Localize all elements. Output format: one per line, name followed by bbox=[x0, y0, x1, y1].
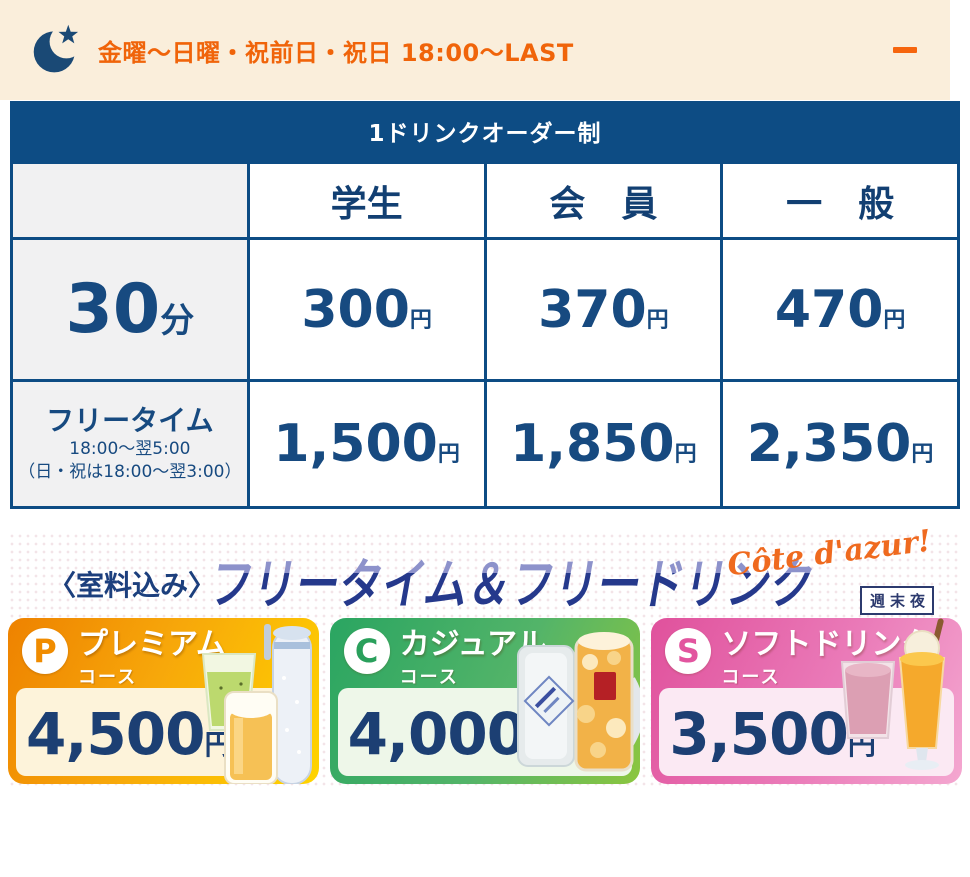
price-amount: 470 bbox=[774, 279, 884, 340]
price-cell: 1,500円 bbox=[246, 379, 487, 509]
moon-star-icon bbox=[30, 20, 86, 80]
column-header-general: 一 般 bbox=[720, 161, 960, 240]
column-header-student: 学生 bbox=[246, 161, 487, 240]
price-unit: 円 bbox=[409, 307, 432, 333]
price-unit: 円 bbox=[204, 728, 233, 761]
plan-banner: 〈室料込み〉 フリータイム＆フリードリンク Côte d'azur! 週末夜 bbox=[8, 524, 962, 618]
casual-card-head: C カジュアル コース bbox=[343, 627, 547, 689]
price-unit: 円 bbox=[847, 728, 876, 761]
price-table: 学生 会 員 一 般 30分 300円 370円 470円 フリータイム 18:… bbox=[10, 161, 960, 509]
price-unit: 円 bbox=[911, 442, 934, 467]
premium-course-name: プレミアム bbox=[78, 627, 226, 662]
freetime-hours: 18:00〜翌5:00 bbox=[69, 438, 191, 459]
price-cell: 1,850円 bbox=[483, 379, 724, 509]
casual-course-label: コース bbox=[399, 667, 459, 688]
softdrink-course-label: コース bbox=[721, 667, 781, 688]
price-unit: 円 bbox=[674, 442, 697, 467]
table-row-freetime: フリータイム 18:00〜翌5:00 （日・祝は18:00〜翌3:00） 1,5… bbox=[10, 379, 960, 509]
course-card-premium: P プレミアム コース 4,500円 bbox=[8, 618, 319, 784]
duration-value: 30 bbox=[65, 270, 161, 349]
price-amount: 2,350 bbox=[746, 414, 912, 474]
price-cell: 300円 bbox=[246, 237, 487, 382]
price-unit: 円 bbox=[883, 307, 906, 333]
price-amount: 1,850 bbox=[510, 414, 675, 474]
table-header-row: 学生 会 員 一 般 bbox=[10, 161, 960, 240]
casual-course-icon: C bbox=[343, 628, 390, 674]
price-cell: 2,350円 bbox=[720, 379, 960, 509]
price-unit: 円 bbox=[646, 307, 669, 333]
schedule-text: 金曜〜日曜・祝前日・祝日 18:00〜LAST bbox=[98, 38, 574, 67]
weekend-plans-section: 〈室料込み〉 フリータイム＆フリードリンク Côte d'azur! 週末夜 P… bbox=[8, 524, 963, 790]
price-amount: 4,500 bbox=[26, 700, 205, 768]
softdrink-price: 3,500円 bbox=[669, 700, 875, 768]
price-unit: 円 bbox=[526, 728, 555, 761]
premium-course-icon: P bbox=[22, 628, 68, 674]
premium-card-head: P プレミアム コース bbox=[22, 628, 226, 689]
price-cell: 370円 bbox=[483, 237, 724, 382]
table-row-30min: 30分 300円 370円 470円 bbox=[10, 237, 960, 382]
price-amount: 300 bbox=[301, 279, 410, 340]
premium-price: 4,500円 bbox=[26, 700, 232, 768]
duration-unit: 分 bbox=[160, 301, 195, 341]
weekend-night-badge: 週末夜 bbox=[859, 586, 934, 615]
row-label-30min: 30分 bbox=[10, 237, 250, 382]
casual-price: 4,000円 bbox=[348, 700, 554, 768]
freetime-hours-note: （日・祝は18:00〜翌3:00） bbox=[18, 461, 242, 482]
collapse-minus-icon[interactable] bbox=[893, 47, 917, 53]
drink-order-title-bar: 1ドリンクオーダー制 bbox=[10, 101, 960, 161]
casual-course-name: カジュアル bbox=[399, 627, 547, 662]
price-amount: 370 bbox=[538, 279, 647, 340]
row-label-freetime: フリータイム 18:00〜翌5:00 （日・祝は18:00〜翌3:00） bbox=[10, 379, 250, 509]
price-amount: 4,000 bbox=[347, 700, 527, 768]
corner-cell bbox=[10, 161, 250, 240]
softdrink-course-name: ソフトドリンク bbox=[721, 627, 932, 662]
price-amount: 1,500 bbox=[273, 414, 438, 474]
softdrink-course-icon: S bbox=[665, 628, 712, 674]
room-fee-label: 〈室料込み〉 bbox=[48, 569, 217, 602]
column-header-member: 会 員 bbox=[483, 161, 724, 240]
price-cell: 470円 bbox=[720, 237, 960, 382]
price-amount: 3,500 bbox=[669, 700, 848, 768]
course-card-casual: C カジュアル コース 4,000円 bbox=[329, 618, 641, 784]
schedule-accordion-header[interactable]: 金曜〜日曜・祝前日・祝日 18:00〜LAST bbox=[0, 0, 950, 100]
course-cards: P プレミアム コース 4,500円 bbox=[8, 618, 963, 784]
course-card-softdrink: S ソフトドリンク コース 3,500円 bbox=[651, 618, 963, 784]
softdrink-card-head: S ソフトドリンク コース bbox=[665, 628, 931, 689]
price-unit: 円 bbox=[437, 442, 460, 467]
premium-course-label: コース bbox=[78, 667, 138, 688]
freetime-label: フリータイム bbox=[46, 404, 214, 438]
cote-dazur-logo: Côte d'azur! bbox=[725, 523, 934, 584]
